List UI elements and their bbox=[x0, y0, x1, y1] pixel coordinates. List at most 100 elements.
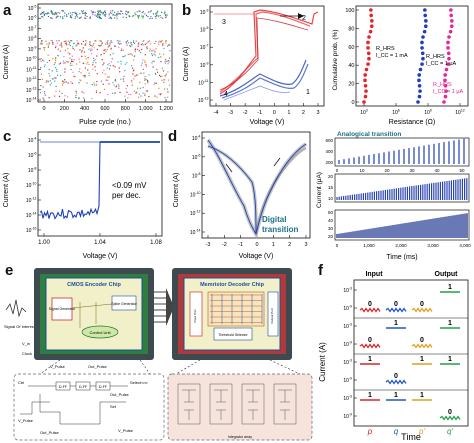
cdf-point bbox=[424, 19, 428, 23]
column-symbol: q' bbox=[447, 427, 453, 436]
xtick-label: 1 bbox=[272, 242, 275, 248]
data-point bbox=[40, 12, 43, 15]
logic-trace-low bbox=[359, 307, 381, 313]
data-point bbox=[87, 61, 89, 63]
data-point bbox=[134, 75, 136, 77]
analog-top-xtick: 20 bbox=[384, 168, 390, 173]
xtick-label: -2 bbox=[243, 110, 248, 116]
data-point bbox=[114, 14, 116, 16]
panel-d-analog-ticks: 600 400 200 10 15 20 20 30 40 50 0 10 20 30 40 50 0 1,000… bbox=[325, 138, 471, 248]
panel-d-analog-xlabel: Time (ms) bbox=[386, 254, 417, 261]
data-point bbox=[167, 71, 169, 73]
data-point bbox=[43, 14, 46, 17]
cdf-point bbox=[367, 35, 371, 39]
integrator-cell bbox=[177, 383, 201, 425]
data-point bbox=[57, 54, 59, 56]
data-point bbox=[48, 43, 50, 45]
data-point bbox=[107, 79, 109, 81]
data-point bbox=[126, 13, 128, 16]
data-point bbox=[141, 62, 143, 64]
data-point bbox=[78, 97, 80, 100]
data-point bbox=[167, 63, 169, 65]
data-point bbox=[110, 48, 112, 50]
data-point bbox=[144, 61, 146, 64]
data-point bbox=[152, 60, 154, 62]
data-point bbox=[59, 16, 62, 18]
data-point bbox=[50, 40, 52, 42]
data-point bbox=[94, 11, 96, 13]
panel-d-analog-ylabel: Current (μA) bbox=[316, 172, 323, 208]
data-point bbox=[156, 68, 158, 71]
data-point bbox=[111, 58, 113, 60]
data-point bbox=[67, 96, 69, 98]
data-point bbox=[116, 15, 118, 17]
data-point bbox=[168, 60, 170, 62]
data-point bbox=[59, 90, 61, 93]
cdf-point bbox=[416, 100, 420, 104]
data-point bbox=[91, 97, 93, 100]
data-point bbox=[133, 41, 135, 43]
logic-trace-low bbox=[411, 307, 433, 313]
data-point bbox=[151, 17, 153, 19]
data-point bbox=[64, 62, 66, 64]
data-point bbox=[62, 82, 64, 84]
cdf-point bbox=[369, 24, 374, 29]
data-point bbox=[50, 17, 52, 19]
analog-top-ytick: 600 bbox=[325, 138, 333, 143]
data-point bbox=[99, 17, 101, 19]
xtick-label: -1 bbox=[257, 110, 262, 116]
data-point bbox=[145, 14, 148, 17]
chip-interconnect-bus bbox=[154, 288, 174, 326]
data-point bbox=[149, 50, 151, 52]
data-point bbox=[83, 97, 85, 99]
xtick-label: 2 bbox=[288, 242, 291, 248]
ytick-label: 10-5 bbox=[200, 26, 209, 33]
data-point bbox=[73, 75, 75, 77]
data-point bbox=[59, 62, 62, 64]
data-point bbox=[66, 60, 68, 62]
data-point bbox=[43, 13, 45, 16]
panel-c-ylabel: Current (A) bbox=[3, 173, 10, 208]
data-point bbox=[100, 11, 102, 13]
data-point bbox=[161, 67, 164, 69]
data-point bbox=[98, 13, 100, 15]
data-point bbox=[103, 10, 106, 12]
label-out-pulse: Out_Pulse bbox=[88, 364, 107, 369]
data-point bbox=[44, 94, 46, 96]
data-point bbox=[164, 96, 166, 99]
data-point bbox=[159, 75, 162, 78]
analog-top-ytick: 200 bbox=[325, 160, 333, 165]
data-point bbox=[146, 46, 148, 48]
data-point bbox=[164, 75, 166, 77]
logic-value: 0 bbox=[368, 301, 372, 308]
data-point bbox=[59, 50, 62, 52]
ytick-label: 10-14 bbox=[26, 212, 37, 220]
data-point bbox=[167, 44, 170, 46]
data-point bbox=[138, 15, 140, 17]
cdf-legend-0-label: R_HRS bbox=[376, 46, 395, 52]
data-point bbox=[117, 42, 119, 44]
data-point bbox=[94, 84, 96, 86]
data-point bbox=[130, 46, 132, 48]
data-point bbox=[138, 96, 140, 98]
data-point bbox=[62, 16, 64, 18]
ytick-label: 0 bbox=[351, 100, 354, 106]
data-point bbox=[64, 79, 66, 81]
data-point bbox=[71, 64, 73, 66]
data-point bbox=[119, 13, 122, 15]
xtick-label: 1012 bbox=[455, 109, 465, 117]
panel-a-xticks: 0 200 400 600 800 1,000 1,200 bbox=[42, 99, 173, 112]
data-point bbox=[135, 74, 137, 76]
data-point bbox=[100, 54, 102, 56]
data-point bbox=[72, 71, 74, 73]
data-point bbox=[76, 44, 78, 46]
cdf-point bbox=[363, 94, 368, 99]
panel-b-cdf-chart: Cumulative prob. (%) 100 80 60 40 20 0 103 106… bbox=[332, 5, 469, 126]
data-point bbox=[145, 78, 147, 80]
data-point bbox=[75, 12, 78, 15]
data-point bbox=[84, 76, 86, 78]
data-point bbox=[110, 47, 112, 49]
data-point bbox=[101, 43, 103, 45]
cdf-point bbox=[450, 19, 454, 23]
data-point bbox=[114, 92, 116, 94]
